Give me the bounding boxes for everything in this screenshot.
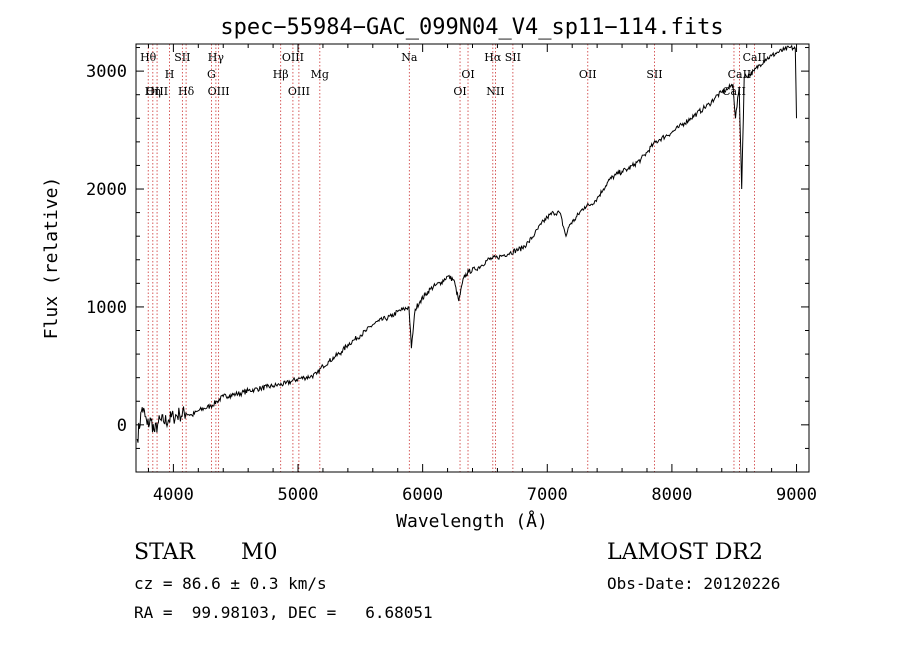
line-label: G <box>207 68 216 81</box>
spectrum-line <box>136 44 797 443</box>
line-label: OIII <box>146 85 168 98</box>
redshift-readout: cz = 86.6 ± 0.3 km/s <box>134 574 327 593</box>
y-tick-label: 1000 <box>86 298 127 318</box>
y-tick-label: 3000 <box>86 62 127 82</box>
x-tick-label: 8000 <box>651 485 692 505</box>
x-tick-label: 5000 <box>278 485 319 505</box>
line-label: OI <box>461 68 474 81</box>
y-tick-label: 2000 <box>86 180 127 200</box>
line-label: Hα <box>484 51 502 64</box>
plot-frame <box>135 43 810 473</box>
survey-name: LAMOST DR2 <box>607 540 763 565</box>
coordinates: RA = 99.98103, DEC = 6.68051 <box>134 603 433 622</box>
line-label: Hδ <box>178 85 195 98</box>
line-label: OII <box>579 68 597 81</box>
line-label: Hγ <box>208 51 225 64</box>
line-label: Hθ <box>140 51 157 64</box>
x-tick-label: 4000 <box>153 485 194 505</box>
line-label: OIII <box>282 51 304 64</box>
y-axis-label: Flux (relative) <box>41 177 62 340</box>
line-label: SII <box>174 51 190 64</box>
x-axis-label: Wavelength (Å) <box>396 510 548 532</box>
line-label: SII <box>505 51 521 64</box>
x-tick-label: 9000 <box>776 485 817 505</box>
line-label: OIII <box>208 85 230 98</box>
line-label: Hη <box>145 85 161 98</box>
line-label: Hβ <box>273 68 289 81</box>
object-class: STAR <box>134 540 195 565</box>
line-label: OIII <box>288 85 310 98</box>
line-label: CaII <box>728 68 752 81</box>
line-label: CaII <box>743 51 767 64</box>
x-tick-label: 7000 <box>527 485 568 505</box>
x-tick-label: 6000 <box>402 485 443 505</box>
line-label: H <box>165 68 175 81</box>
line-label: SII <box>646 68 662 81</box>
obs-date: Obs-Date: 20120226 <box>607 574 781 593</box>
chart-title: spec−55984−GAC_099N04_V4_sp11−114.fits <box>220 15 723 40</box>
line-label: OI <box>453 85 466 98</box>
y-tick-label: 0 <box>117 416 127 436</box>
line-label: NII <box>486 85 504 98</box>
object-subclass: M0 <box>241 540 278 565</box>
line-label: Na <box>401 51 418 64</box>
line-label: Mg <box>311 68 329 81</box>
